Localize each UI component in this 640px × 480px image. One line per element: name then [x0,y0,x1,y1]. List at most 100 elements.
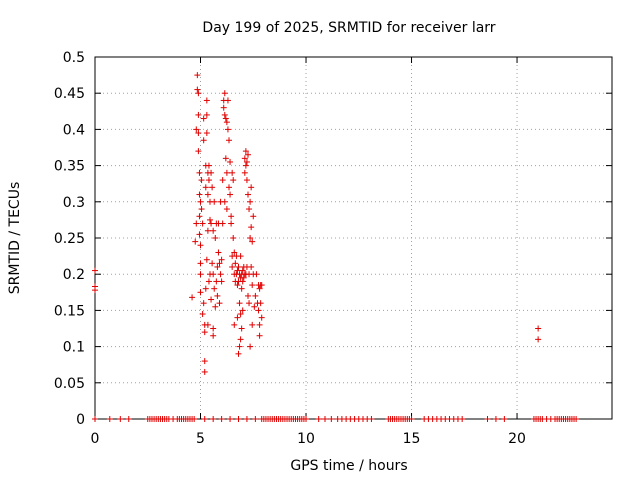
data-point [204,321,211,328]
data-point [92,267,98,274]
data-point [197,260,204,267]
data-point [249,321,256,328]
data-point [196,191,203,198]
data-point [246,206,253,213]
data-point [237,311,244,318]
data-point [230,177,237,184]
data-point [205,177,212,184]
data-point [492,416,499,422]
x-tick-label: 15 [403,431,421,447]
data-point [227,191,234,198]
data-point [200,137,207,144]
data-point [221,90,228,97]
data-point [241,169,248,176]
data-point [255,307,262,314]
data-point [212,303,219,310]
data-point [203,111,210,118]
data-point [368,416,375,422]
data-point [234,314,241,321]
data-point [223,119,230,126]
data-point [237,336,244,343]
data-point [214,263,221,270]
data-point [244,292,251,299]
data-point [210,271,217,278]
data-point [200,300,207,307]
data-point [201,358,208,365]
x-tick-label: 0 [91,431,100,447]
data-point [232,260,239,267]
data-point [535,325,542,332]
data-point [240,274,247,281]
data-point [213,278,220,285]
y-tick-label: 0.1 [63,340,85,356]
data-point [256,285,263,292]
data-point [239,267,246,274]
data-point [194,72,201,79]
data-point [209,184,216,191]
data-point [197,242,204,249]
data-point [224,126,231,133]
data-point [234,267,241,274]
data-point [221,198,228,205]
data-point [247,235,254,241]
data-point [236,343,243,350]
data-point [106,416,113,422]
y-tick-label: 0.4 [63,122,85,138]
data-point [236,300,243,307]
data-point [227,158,234,165]
data-point [194,86,201,93]
data-point [209,260,216,267]
data-point [459,416,466,422]
data-point [219,177,226,184]
data-point [208,296,215,303]
data-point [196,169,203,176]
data-point [231,321,238,328]
data-point [220,104,227,111]
data-point [501,416,508,422]
y-tick-label: 0.5 [63,50,85,66]
data-point [243,158,250,165]
data-point [227,416,234,422]
data-point [229,169,236,176]
data-point [197,289,204,296]
data-point [250,213,257,220]
data-point [258,282,265,289]
data-point [243,177,250,184]
axis-ticks: 0 0.05 0.1 0.15 0.2 0.25 0.3 0.35 0.4 0.45 0.5 0 5 10… [54,50,612,447]
data-point [252,416,259,422]
y-tick-label: 0.3 [63,195,85,211]
data-point [196,213,203,220]
data-point [248,224,255,231]
data-point [202,285,209,292]
data-points [92,72,580,422]
data-point [216,300,223,307]
data-point [225,184,232,191]
data-point [224,97,231,104]
data-point [195,130,202,137]
data-point [249,238,256,245]
data-point [199,220,206,227]
data-point [203,97,210,104]
data-point [207,216,214,223]
data-point [195,148,202,155]
data-point [246,300,253,307]
x-tick-label: 10 [297,431,315,447]
data-point [191,416,198,422]
data-point [212,235,219,241]
data-point [249,282,256,289]
data-point [253,271,260,278]
data-point [198,206,205,213]
data-point [239,307,246,314]
data-point [204,227,211,234]
data-point [252,292,259,299]
data-point [228,220,235,227]
data-point [244,151,251,158]
data-point [535,336,542,343]
data-point [203,256,210,263]
plot-border [94,56,613,420]
data-point [228,213,235,220]
data-point [241,155,248,162]
data-point [242,148,249,155]
data-point [222,115,229,122]
